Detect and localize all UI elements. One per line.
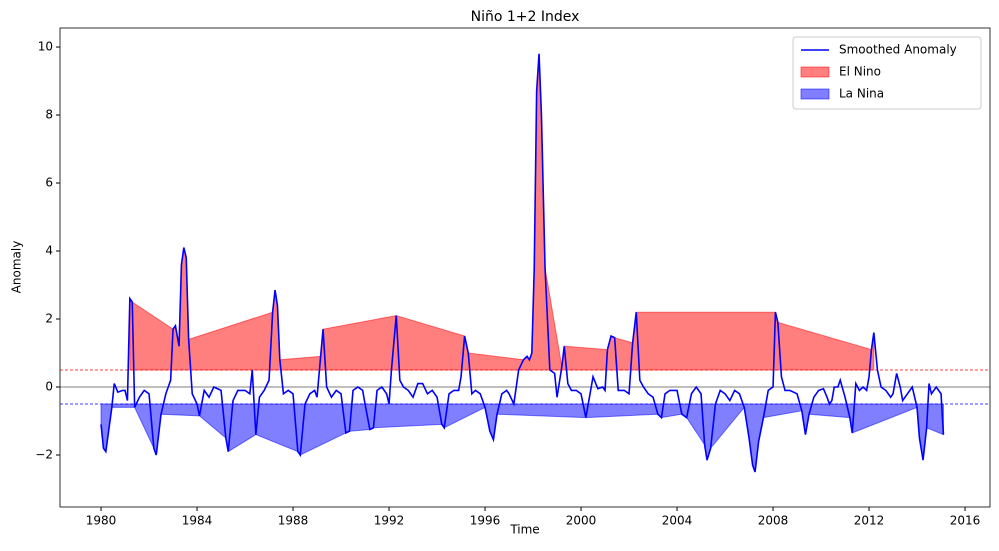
legend-box bbox=[792, 36, 982, 110]
fill-area bbox=[100, 403, 944, 473]
x-tick-label: 2000 bbox=[566, 514, 597, 528]
x-axis-label: Time bbox=[509, 523, 539, 537]
y-tick-label: 2 bbox=[45, 312, 53, 326]
y-tick-label: 8 bbox=[45, 108, 53, 122]
legend-patch bbox=[800, 66, 830, 78]
x-tick-label: 1988 bbox=[278, 514, 309, 528]
legend-label: El Nino bbox=[839, 65, 881, 79]
legend-label: La Nina bbox=[839, 87, 884, 101]
y-tick-label: −2 bbox=[35, 447, 53, 461]
axes-frame bbox=[59, 27, 991, 508]
x-tick-label: 1980 bbox=[86, 514, 117, 528]
y-axis-label: Anomaly bbox=[10, 241, 24, 294]
x-tick-label: 2016 bbox=[950, 514, 981, 528]
x-tick-label: 1996 bbox=[470, 514, 501, 528]
line bbox=[100, 53, 945, 473]
legend-patch bbox=[800, 88, 830, 100]
x-tick-label: 1984 bbox=[182, 514, 213, 528]
y-tick-label: 4 bbox=[45, 244, 53, 258]
plot-area bbox=[60, 53, 990, 473]
x-tick-label: 2012 bbox=[854, 514, 885, 528]
fill-area bbox=[129, 53, 875, 371]
y-tick-label: 6 bbox=[45, 176, 53, 190]
chart-title: Niño 1+2 Index bbox=[471, 9, 580, 25]
x-tick-label: 1992 bbox=[374, 514, 405, 528]
y-tick-label: 10 bbox=[38, 40, 53, 54]
legend-label: Smoothed Anomaly bbox=[839, 43, 957, 57]
x-tick-label: 2004 bbox=[662, 514, 693, 528]
x-tick-label: 2008 bbox=[758, 514, 789, 528]
y-tick-label: 0 bbox=[45, 379, 53, 393]
